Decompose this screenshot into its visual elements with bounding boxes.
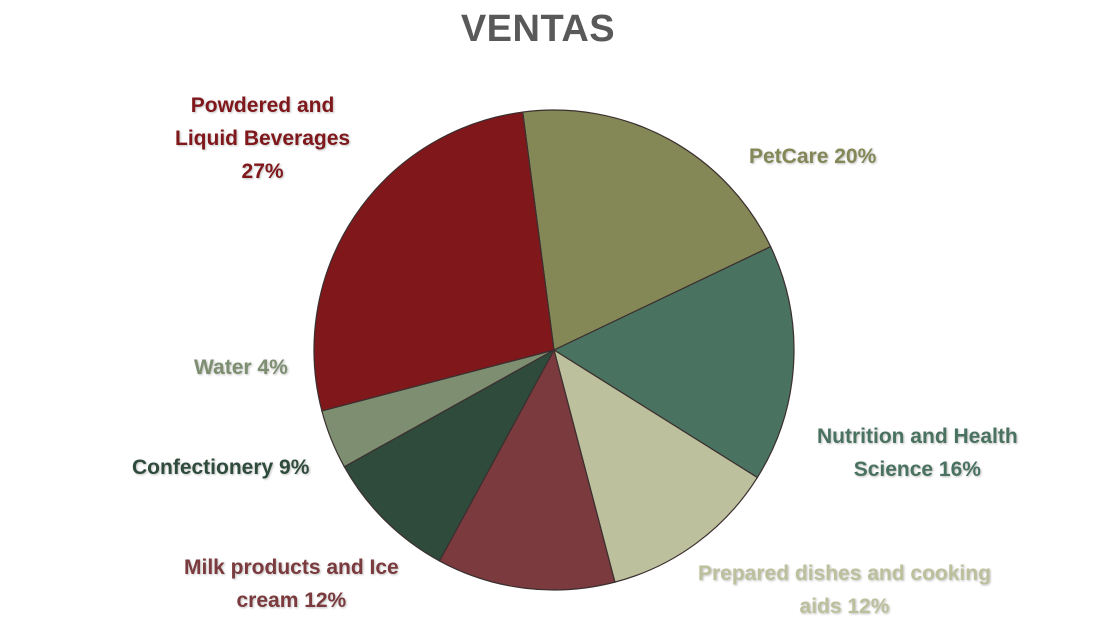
data-label-line: Prepared dishes and cooking: [698, 562, 991, 585]
data-label-powdered-and-liquid-beverages: Powdered and Liquid Beverages 27%: [175, 89, 350, 188]
data-label-line: Liquid Beverages: [175, 127, 351, 150]
pie-slice-prepared-dishes-and-cooking-aids: [553, 348, 759, 583]
data-label-confectionery: Confectionery 9%: [132, 451, 309, 484]
data-label-line: 27%: [241, 160, 284, 183]
data-label-petcare: PetCare 20%: [749, 140, 876, 173]
data-label-line: Water 4%: [194, 356, 288, 379]
data-label-water: Water 4%: [194, 351, 288, 384]
data-label-line: Powdered and: [190, 94, 335, 117]
data-label-line: Science 16%: [853, 458, 981, 481]
pie-slice-petcare: [521, 109, 772, 351]
pie-slice-powdered-and-liquid-beverages: [313, 111, 555, 412]
data-label-nutrition-and-health-science: Nutrition and Health Science 16%: [817, 420, 1018, 486]
chart-title: VENTAS: [460, 8, 616, 50]
pie-slice-nutrition-and-health-science: [552, 245, 795, 479]
data-label-milk-products-and-ice-cream: Milk products and Ice cream 12%: [184, 551, 399, 617]
pie-slice-confectionery: [343, 348, 556, 562]
pie-slice-milk-products-and-ice-cream: [438, 348, 616, 591]
data-label-line: Milk products and Ice: [184, 556, 399, 579]
data-label-prepared-dishes-and-cooking-aids: Prepared dishes and cooking aids 12%: [698, 557, 991, 623]
data-label-line: PetCare 20%: [749, 145, 877, 168]
data-label-line: aids 12%: [799, 595, 890, 618]
data-label-line: cream 12%: [236, 589, 347, 612]
data-label-line: Confectionery 9%: [132, 456, 310, 479]
data-label-line: Nutrition and Health: [817, 425, 1018, 448]
